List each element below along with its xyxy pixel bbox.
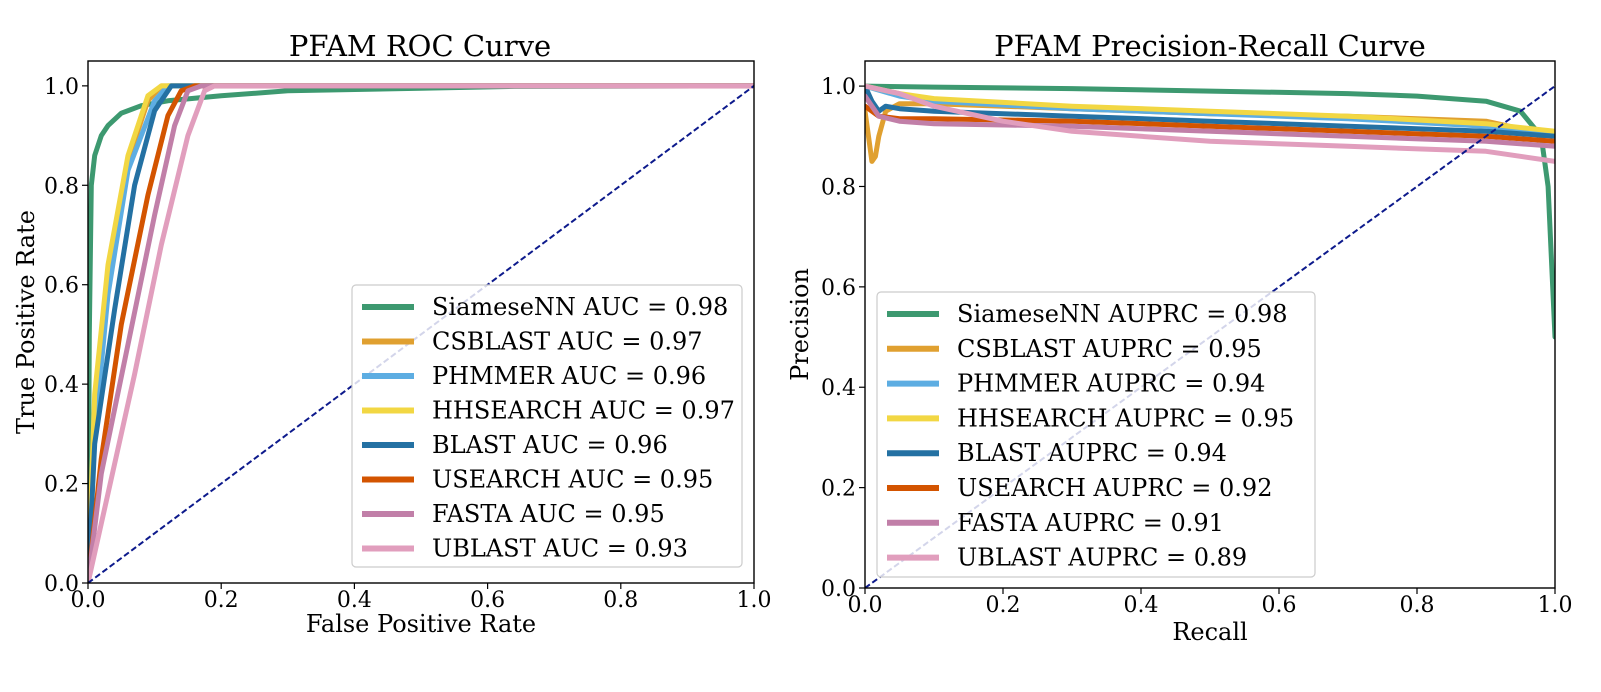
y-tick-label: 0.2 [44,473,79,498]
y-axis-label: True Positive Rate [12,210,40,434]
series-group [865,83,1555,588]
legend-entry-4: BLAST AUC = 0.96 [432,431,668,459]
legend-entry-2: PHMMER AUC = 0.96 [432,362,706,390]
legend-entry-0: SiameseNN AUPRC = 0.98 [957,300,1287,328]
y-tick-label: 0.8 [821,175,856,200]
series-line-0 [88,83,754,583]
chart-title: PFAM Precision-Recall Curve [994,29,1426,63]
legend-entry-0: SiameseNN AUC = 0.98 [432,293,728,321]
x-tick-label: 0.6 [1262,593,1297,618]
x-tick-label: 0.0 [71,588,106,613]
series-line-6 [865,93,1555,149]
legend-entry-3: HHSEARCH AUC = 0.97 [432,397,735,425]
x-tick-label: 0.8 [603,588,638,613]
y-tick-label: 1.0 [821,75,856,100]
series-line-6 [88,83,754,583]
x-axis-label: Recall [1172,618,1247,646]
chart-panel-1: 0.0 0.2 0.4 0.6 0.8 1.0 0.0 0.2 0.4 0.6 0.8 1.0 PFAM… [786,29,1573,646]
y-tick-label: 0.4 [821,376,856,401]
x-tick-label: 0.0 [848,593,883,618]
legend-entry-1: CSBLAST AUC = 0.97 [432,328,703,356]
y-tick-label: 0.4 [44,373,79,398]
legend: SiameseNN AUC = 0.98 CSBLAST AUC = 0.97 PH… [351,284,743,568]
series-line-7 [865,83,1555,164]
legend-entry-1: CSBLAST AUPRC = 0.95 [957,335,1262,363]
y-tick-label: 0.6 [821,276,856,301]
y-tick-label: 1.0 [44,75,79,100]
y-tick-label: 0.0 [821,577,856,602]
legend-frame [351,284,743,568]
legend-entry-5: USEARCH AUPRC = 0.92 [957,474,1272,502]
x-axis-label: False Positive Rate [306,610,536,638]
legend-entry-5: USEARCH AUC = 0.95 [432,466,713,494]
legend-entry-6: FASTA AUPRC = 0.91 [957,509,1224,537]
legend-entry-7: UBLAST AUC = 0.93 [432,535,688,563]
x-tick-label: 0.4 [337,588,372,613]
x-tick-label: 0.6 [470,588,505,613]
series-line-4 [88,83,754,583]
x-tick-label: 1.0 [1538,593,1573,618]
x-tick-label: 0.4 [1124,593,1159,618]
x-tick-label: 1.0 [737,588,772,613]
legend-frame [876,291,1316,578]
y-tick-label: 0.0 [44,572,79,597]
plot-frame [864,60,1556,589]
y-tick-label: 0.2 [821,477,856,502]
plot-frame [87,60,755,584]
legend-entry-2: PHMMER AUPRC = 0.94 [957,370,1265,398]
legend-entry-4: BLAST AUPRC = 0.94 [957,439,1227,467]
legend: SiameseNN AUPRC = 0.98 CSBLAST AUPRC = 0.… [876,291,1316,578]
legend-entry-3: HHSEARCH AUPRC = 0.95 [957,404,1294,432]
x-tick-label: 0.2 [986,593,1021,618]
series-line-0 [865,83,1555,340]
chart-panel-0: 0.0 0.2 0.4 0.6 0.8 1.0 0.0 0.2 0.4 0.6 0.8 1.0 PFAM… [12,29,772,638]
x-tick-label: 0.2 [204,588,239,613]
legend-entry-7: UBLAST AUPRC = 0.89 [957,544,1247,572]
x-tick-label: 0.8 [1400,593,1435,618]
series-line-7 [88,83,754,583]
legend-entry-6: FASTA AUC = 0.95 [432,500,665,528]
y-tick-label: 0.6 [44,274,79,299]
chart-title: PFAM ROC Curve [289,29,551,63]
y-axis-label: Precision [786,268,814,381]
series-line-4 [865,83,1555,139]
y-tick-label: 0.8 [44,174,79,199]
